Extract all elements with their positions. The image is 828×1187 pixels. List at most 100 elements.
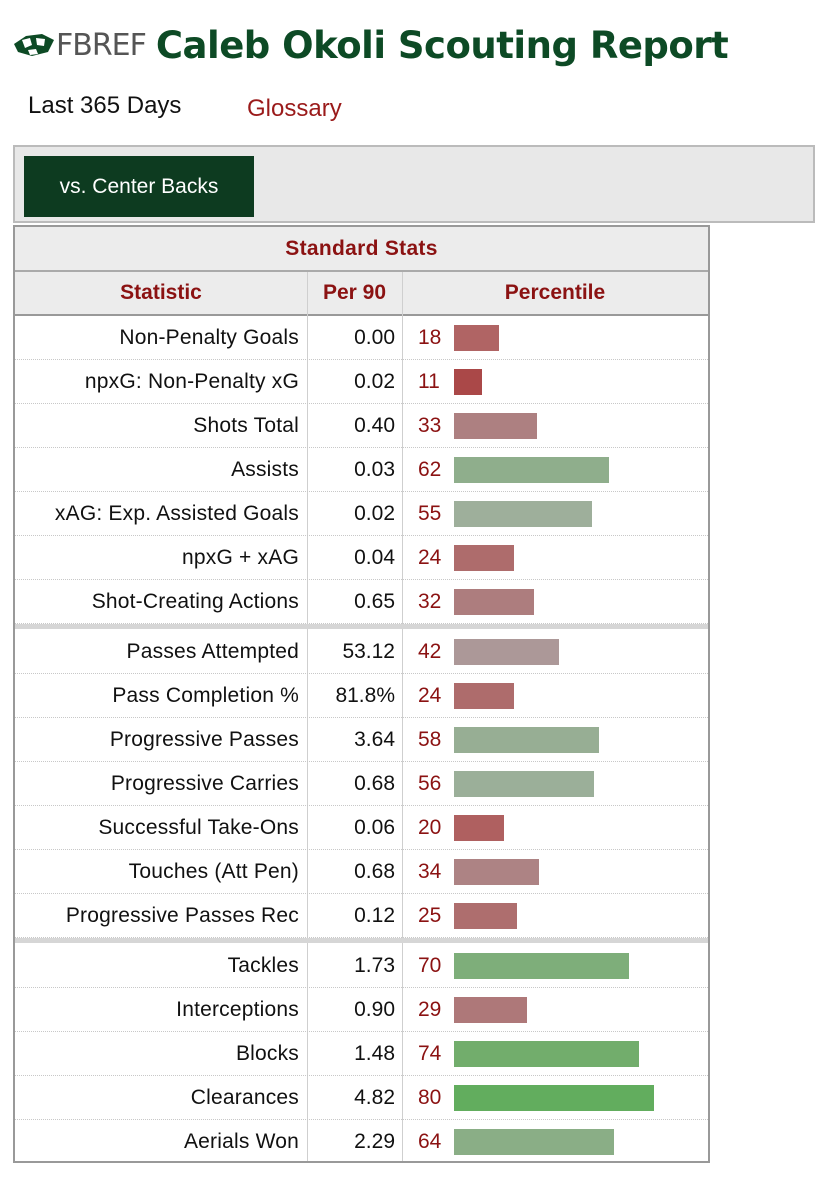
header-percentile[interactable]: Percentile (504, 281, 606, 304)
percentile-bar (454, 1041, 639, 1067)
per90-value: 0.04 (354, 546, 395, 569)
per90-value: 0.12 (354, 904, 395, 927)
statistic-label: Pass Completion % (112, 684, 299, 707)
logo-text: FBREF (56, 27, 147, 63)
table-row: Passes Attempted 53.12 42 (15, 630, 708, 674)
table-row: Successful Take-Ons 0.06 20 (15, 806, 708, 850)
per90-value: 0.40 (354, 414, 395, 437)
percentile-bar (454, 413, 537, 439)
per90-value: 0.03 (354, 458, 395, 481)
percentile-value: 64 (418, 1130, 442, 1153)
percentile-bar (454, 997, 527, 1023)
vs-center-backs-button[interactable]: vs. Center Backs (24, 156, 254, 217)
statistic-label: npxG + xAG (182, 546, 299, 569)
glossary-link[interactable]: Glossary (247, 95, 342, 122)
table-row: Touches (Att Pen) 0.68 34 (15, 850, 708, 894)
table-header-row: Statistic Per 90 Percentile (15, 272, 708, 316)
per90-value: 3.64 (354, 728, 395, 751)
percentile-value: 58 (418, 728, 442, 751)
report-links: Last 365 Days Glossary (28, 92, 528, 128)
percentile-value: 74 (418, 1042, 442, 1065)
percentile-value: 34 (418, 860, 442, 883)
percentile-value: 20 (418, 816, 442, 839)
percentile-bar (454, 457, 609, 483)
percentile-bar (454, 325, 499, 351)
per90-value: 0.68 (354, 772, 395, 795)
column-divider (307, 272, 308, 1161)
table-row: Progressive Passes 3.64 58 (15, 718, 708, 762)
percentile-value: 80 (418, 1086, 442, 1109)
statistic-label: Passes Attempted (126, 640, 299, 663)
percentile-value: 42 (418, 640, 442, 663)
table-row: Shots Total 0.40 33 (15, 404, 708, 448)
percentile-value: 11 (418, 370, 440, 393)
percentile-bar (454, 545, 514, 571)
standard-stats-table: Standard Stats Statistic Per 90 Percenti… (13, 225, 710, 1163)
statistic-label: Aerials Won (183, 1130, 299, 1153)
header-per90[interactable]: Per 90 (322, 281, 387, 304)
percentile-bar (454, 953, 629, 979)
column-divider (402, 272, 403, 1161)
table-row: Pass Completion % 81.8% 24 (15, 674, 708, 718)
percentile-value: 33 (418, 414, 442, 437)
per90-value: 4.82 (354, 1086, 395, 1109)
table-row: Non-Penalty Goals 0.00 18 (15, 316, 708, 360)
percentile-bar (454, 771, 594, 797)
statistic-label: Tackles (227, 954, 299, 977)
page-title: Caleb Okoli Scouting Report (155, 23, 729, 67)
percentile-bar (454, 727, 599, 753)
comparison-filter-bar: vs. Center Backs (13, 145, 815, 223)
statistic-label: Progressive Carries (110, 772, 299, 795)
statistic-label: Progressive Passes (109, 728, 299, 751)
percentile-value: 70 (418, 954, 442, 977)
table-row: Progressive Carries 0.68 56 (15, 762, 708, 806)
table-row: Clearances 4.82 80 (15, 1076, 708, 1120)
statistic-label: Progressive Passes Rec (65, 904, 299, 927)
section-separator (15, 938, 708, 943)
table-caption: Standard Stats (15, 227, 708, 272)
soccer-ball-icon (14, 34, 54, 56)
table-row: Blocks 1.48 74 (15, 1032, 708, 1076)
table-row: xAG: Exp. Assisted Goals 0.02 55 (15, 492, 708, 536)
header-statistic[interactable]: Statistic (120, 281, 202, 304)
table-row: Interceptions 0.90 29 (15, 988, 708, 1032)
statistic-label: Shot-Creating Actions (91, 590, 299, 613)
per90-value: 81.8% (335, 684, 395, 707)
percentile-bar (454, 683, 514, 709)
table-row: Aerials Won 2.29 64 (15, 1120, 708, 1161)
percentile-bar (454, 501, 592, 527)
percentile-bar (454, 859, 539, 885)
percentile-bar (454, 369, 482, 395)
table-row: Shot-Creating Actions 0.65 32 (15, 580, 708, 624)
statistic-label: Touches (Att Pen) (128, 860, 299, 883)
percentile-value: 18 (418, 326, 442, 349)
per90-value: 0.06 (354, 816, 395, 839)
per90-value: 0.02 (354, 502, 395, 525)
statistic-label: npxG: Non-Penalty xG (84, 370, 299, 393)
percentile-bar (454, 1085, 654, 1111)
per90-value: 1.73 (354, 954, 395, 977)
per90-value: 1.48 (354, 1042, 395, 1065)
fbref-logo[interactable]: FBREF (12, 27, 147, 63)
per90-value: 2.29 (354, 1130, 395, 1153)
percentile-bar (454, 815, 504, 841)
statistic-label: Assists (231, 458, 299, 481)
statistic-label: Interceptions (176, 998, 299, 1021)
table-row: npxG: Non-Penalty xG 0.02 11 (15, 360, 708, 404)
percentile-bar (454, 1129, 614, 1155)
per90-value: 0.02 (354, 370, 395, 393)
percentile-bar (454, 639, 559, 665)
section-separator (15, 624, 708, 629)
statistic-label: Shots Total (193, 414, 299, 437)
per90-value: 0.90 (354, 998, 395, 1021)
per90-value: 0.68 (354, 860, 395, 883)
percentile-bar (454, 903, 517, 929)
percentile-value: 29 (418, 998, 442, 1021)
per90-value: 0.65 (354, 590, 395, 613)
percentile-value: 62 (418, 458, 442, 481)
table-row: Assists 0.03 62 (15, 448, 708, 492)
statistic-label: xAG: Exp. Assisted Goals (54, 502, 299, 525)
percentile-value: 55 (418, 502, 442, 525)
period-label: Last 365 Days (28, 92, 182, 119)
per90-value: 0.00 (354, 326, 395, 349)
